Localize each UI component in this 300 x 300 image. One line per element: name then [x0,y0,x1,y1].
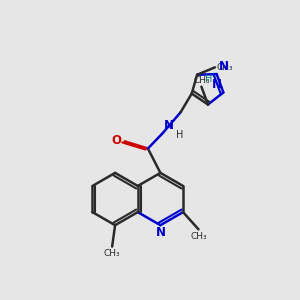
Text: CH₃: CH₃ [104,249,120,258]
Text: N: N [155,226,165,239]
Text: CH₃: CH₃ [193,76,210,85]
Text: CH₃: CH₃ [216,63,233,72]
Text: N: N [212,78,222,91]
Text: O: O [112,134,122,147]
Text: H: H [176,130,183,140]
Text: N: N [218,60,229,73]
Text: CH₃: CH₃ [190,232,207,241]
Text: H: H [205,74,212,84]
Text: N: N [164,119,174,132]
